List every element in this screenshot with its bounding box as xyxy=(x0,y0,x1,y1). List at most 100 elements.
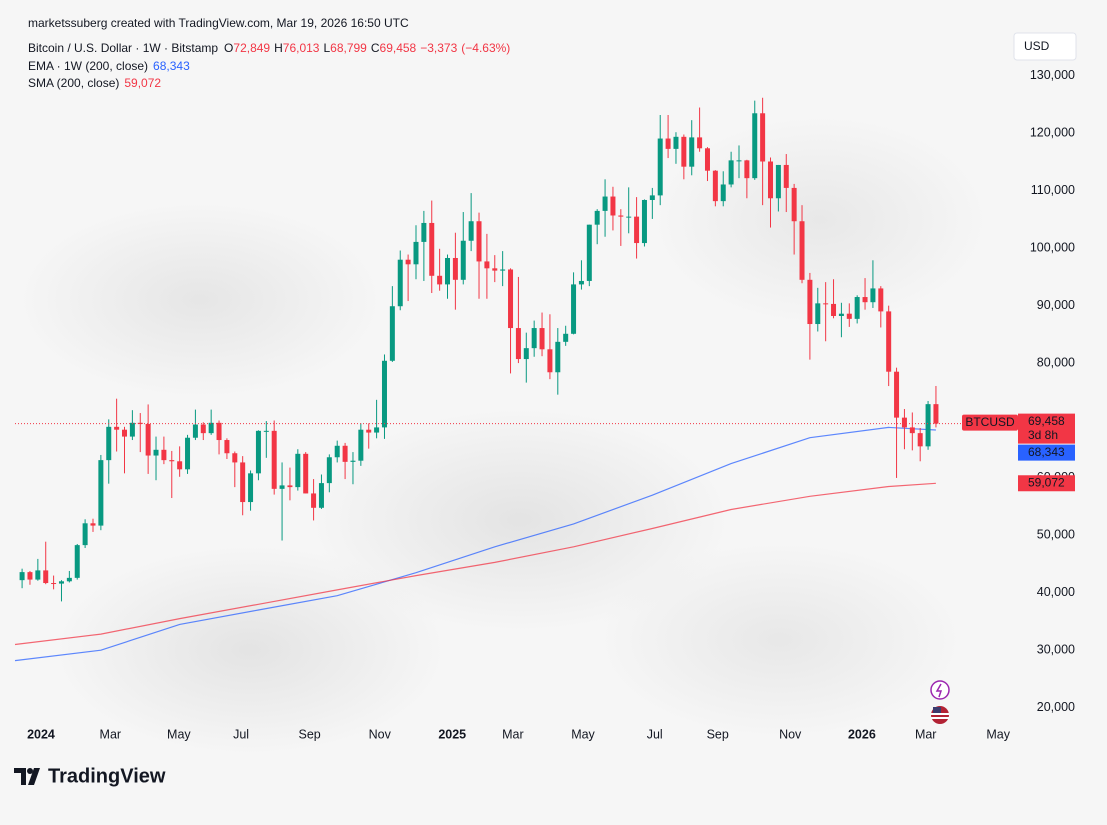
candle-body xyxy=(791,187,797,222)
candle-body xyxy=(200,424,206,434)
candle-body xyxy=(161,449,167,461)
x-tick-label: Jul xyxy=(233,727,249,741)
x-tick-label: Sep xyxy=(707,727,729,741)
candle-body xyxy=(19,572,25,581)
candle-body xyxy=(925,404,931,447)
indicator-badge-value: 68,343 xyxy=(1028,445,1065,459)
y-tick-label: 110,000 xyxy=(1031,183,1075,197)
candle-body xyxy=(862,297,868,303)
ohlc-field: H xyxy=(274,41,283,55)
logo-mark-dot xyxy=(27,768,33,774)
candle-body xyxy=(909,427,915,434)
candle-body xyxy=(82,523,88,546)
candle-body xyxy=(539,328,545,350)
candle-body xyxy=(311,493,317,508)
indicator-legend: SMA (200, close) 59,072 xyxy=(28,76,161,90)
candle-body xyxy=(508,269,514,329)
candle-body xyxy=(460,240,466,280)
candle-body xyxy=(90,523,96,526)
candle-body xyxy=(468,221,474,241)
candle-body xyxy=(35,570,41,580)
symbol: Bitcoin / U.S. Dollar · 1W · Bitstamp xyxy=(28,41,218,55)
indicator-badge xyxy=(1018,444,1075,461)
x-tick-label: 2024 xyxy=(27,727,55,741)
candle-body xyxy=(917,433,923,447)
ticker: BTCUSD xyxy=(965,415,1015,429)
candle-body xyxy=(350,460,356,462)
currency: USD xyxy=(1024,39,1050,53)
y-tick-label: 100,000 xyxy=(1030,241,1075,255)
events-icon-canton xyxy=(933,707,941,713)
x-tick-label: Mar xyxy=(502,727,524,741)
last-price: 69,458 xyxy=(1028,414,1065,428)
candle-body xyxy=(831,303,837,316)
candle-body xyxy=(854,297,860,319)
x-tick-label: May xyxy=(986,727,1010,741)
candle-body xyxy=(681,136,687,167)
x-tick-label: May xyxy=(167,727,191,741)
candle-body xyxy=(870,288,876,303)
candle-body xyxy=(405,259,411,265)
candle-body xyxy=(445,257,451,285)
y-tick-label: 30,000 xyxy=(1037,643,1075,657)
y-tick-label: 130,000 xyxy=(1030,68,1075,82)
candle-body xyxy=(224,440,230,454)
candle-body xyxy=(547,349,553,373)
ohlc-value: 76,013 xyxy=(283,41,320,55)
countdown: 3d 8h xyxy=(1028,428,1058,442)
candle-body xyxy=(500,269,506,271)
candle-body xyxy=(515,328,521,360)
y-tick-label: 90,000 xyxy=(1037,298,1075,312)
candle-body xyxy=(783,164,789,188)
x-tick-label: Nov xyxy=(779,727,802,741)
last-price-badge xyxy=(1018,413,1075,444)
candle-body xyxy=(531,328,537,349)
candle-body xyxy=(720,184,726,202)
ohlc-field: O xyxy=(224,41,233,55)
candle-body xyxy=(106,426,112,461)
candle-body xyxy=(318,483,324,508)
candle-body xyxy=(626,216,632,218)
candle-body xyxy=(334,445,340,458)
candle-body xyxy=(342,445,348,462)
candle-body xyxy=(618,215,624,217)
candle-body xyxy=(657,138,663,196)
candle-body xyxy=(114,426,120,430)
candle-body xyxy=(602,196,608,211)
indicator-line xyxy=(14,426,936,662)
events-icon-stripe xyxy=(931,717,949,719)
candle-body xyxy=(255,430,261,474)
candle-body xyxy=(185,437,191,470)
candle-body xyxy=(886,311,892,372)
candle-body xyxy=(137,422,143,424)
ohlc-value: 68,799 xyxy=(330,41,367,55)
ohlc-field: C xyxy=(371,41,380,55)
indicator-name: SMA (200, close) xyxy=(28,76,119,90)
candle-body xyxy=(768,161,774,199)
candle-body xyxy=(295,453,301,488)
candle-body xyxy=(208,422,214,434)
indicator-legend: EMA · 1W (200, close) 68,343 xyxy=(28,59,190,73)
candle-body xyxy=(901,417,907,428)
candle-body xyxy=(673,136,679,149)
candle-body xyxy=(437,275,443,285)
candle-body xyxy=(634,216,640,244)
y-tick-label: 120,000 xyxy=(1030,126,1075,140)
candle-body xyxy=(271,430,277,489)
logo-mark xyxy=(14,768,40,785)
candle-body xyxy=(578,280,584,285)
candle-body xyxy=(744,160,750,179)
change: −3,373 xyxy=(420,41,457,55)
x-tick-label: Mar xyxy=(100,727,122,741)
x-tick-label: May xyxy=(571,727,595,741)
candle-body xyxy=(484,261,490,269)
x-tick-label: Mar xyxy=(915,727,937,741)
candle-body xyxy=(263,430,269,432)
candle-body xyxy=(287,485,293,488)
candle-body xyxy=(492,268,498,271)
candle-body xyxy=(894,371,900,418)
x-tick-label: Nov xyxy=(369,727,392,741)
x-tick-label: 2026 xyxy=(848,727,876,741)
candle-body xyxy=(216,422,222,441)
